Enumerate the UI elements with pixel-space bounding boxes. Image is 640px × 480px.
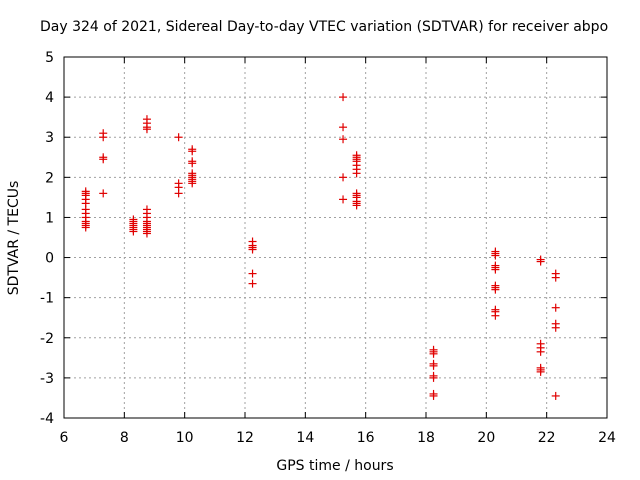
data-point	[339, 93, 348, 102]
data-point	[352, 169, 361, 178]
data-point	[142, 125, 151, 134]
data-point	[429, 373, 438, 382]
data-points	[81, 93, 560, 400]
y-tick-label: -2	[40, 331, 54, 347]
data-point	[174, 189, 183, 198]
x-tick-label: 8	[120, 430, 129, 446]
x-tick-label: 14	[296, 430, 314, 446]
data-point	[491, 265, 500, 274]
data-point	[142, 229, 151, 238]
y-tick-label: -3	[40, 371, 54, 387]
plot-frame	[63, 56, 608, 419]
data-point	[248, 269, 257, 278]
data-point	[99, 155, 108, 164]
data-point	[491, 311, 500, 320]
y-axis-label: SDTVAR / TECUs	[6, 181, 22, 296]
x-tick-label: 12	[236, 430, 254, 446]
data-point	[551, 303, 560, 312]
x-tick-label: 24	[598, 430, 616, 446]
grid	[64, 57, 607, 418]
x-axis-label: GPS time / hours	[276, 458, 393, 474]
data-point	[339, 195, 348, 204]
data-point	[248, 245, 257, 254]
data-point	[188, 147, 197, 156]
data-point	[551, 323, 560, 332]
y-axis-ticks: -4 -3 -2 -1 0 1 2 3 4 5	[40, 50, 607, 427]
data-point	[339, 135, 348, 144]
y-tick-label: 1	[45, 210, 54, 226]
x-tick-label: 18	[417, 430, 435, 446]
data-point	[551, 273, 560, 282]
x-tick-label: 16	[357, 430, 375, 446]
data-point	[536, 367, 545, 376]
x-axis-ticks: 6 8 10 12 14 16 18 20 22 24	[60, 57, 616, 446]
data-point	[352, 201, 361, 210]
data-point	[129, 227, 138, 236]
data-point	[99, 133, 108, 142]
data-point	[188, 159, 197, 168]
y-tick-label: 4	[45, 90, 54, 106]
data-point	[81, 223, 90, 232]
chart-title: Day 324 of 2021, Sidereal Day-to-day VTE…	[40, 19, 608, 35]
y-tick-label: -4	[40, 411, 54, 427]
data-point	[99, 189, 108, 198]
data-point	[551, 391, 560, 400]
y-tick-label: 0	[45, 251, 54, 267]
x-tick-label: 20	[477, 430, 495, 446]
y-tick-label: 5	[45, 50, 54, 66]
data-point	[339, 173, 348, 182]
data-point	[188, 179, 197, 188]
x-tick-label: 10	[176, 430, 194, 446]
data-point	[429, 349, 438, 358]
y-tick-label: -1	[40, 291, 54, 307]
y-tick-label: 3	[45, 130, 54, 146]
data-point	[429, 391, 438, 400]
data-point	[491, 285, 500, 294]
data-point	[536, 347, 545, 356]
x-tick-label: 6	[60, 430, 69, 446]
data-point	[174, 133, 183, 142]
data-point	[339, 123, 348, 132]
y-tick-label: 2	[45, 170, 54, 186]
x-tick-label: 22	[538, 430, 556, 446]
data-point	[491, 251, 500, 260]
data-point	[536, 257, 545, 266]
data-point	[248, 279, 257, 288]
data-point	[429, 361, 438, 370]
